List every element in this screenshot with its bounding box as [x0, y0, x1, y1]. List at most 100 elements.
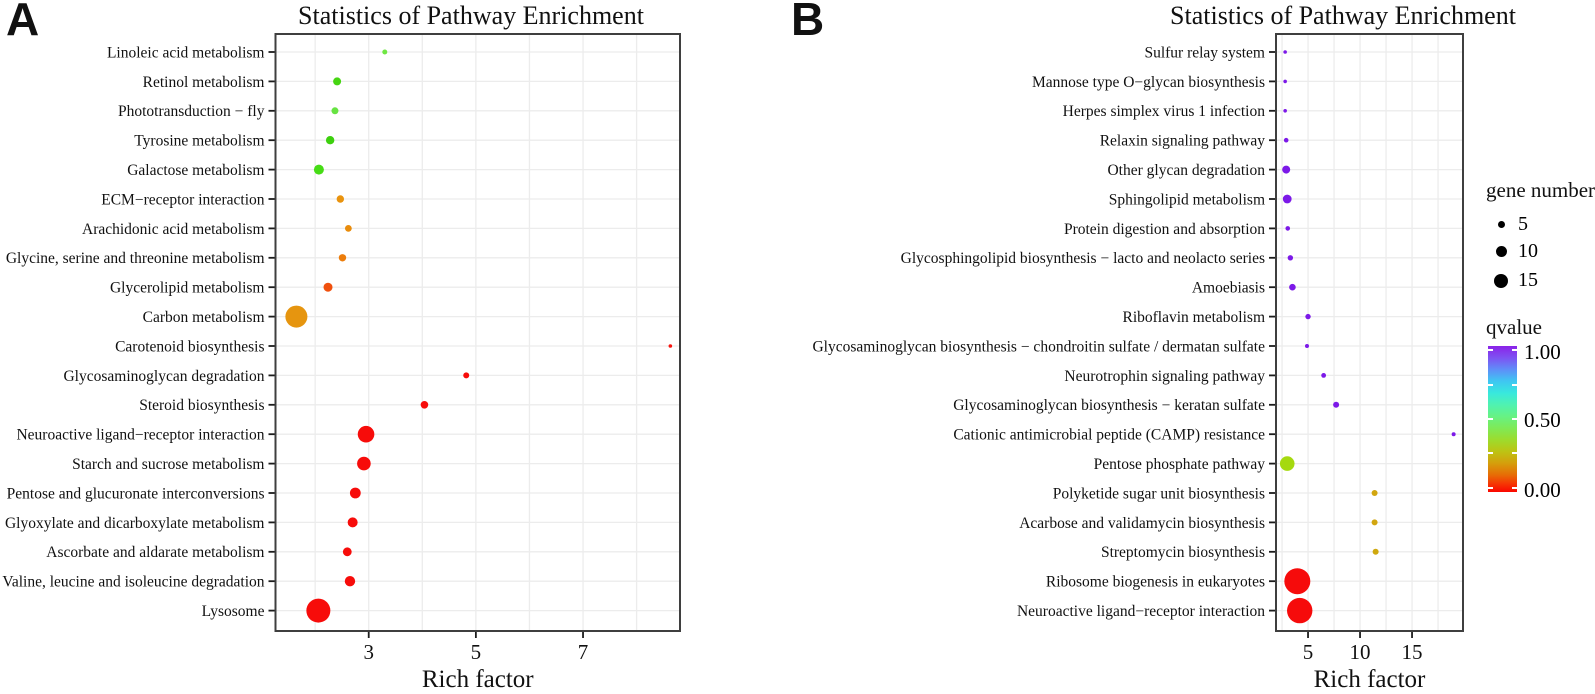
category-label: Steroid biosynthesis: [139, 397, 264, 414]
data-dot: [357, 456, 371, 471]
data-dot: [420, 401, 429, 409]
data-dot: [1279, 456, 1295, 471]
data-dot: [1451, 432, 1456, 437]
data-dot: [382, 49, 388, 55]
data-dot: [325, 136, 335, 145]
category-label: Neurotrophin signaling pathway: [1064, 368, 1265, 385]
gene-number-legend-item: 5: [1490, 213, 1528, 236]
category-label: Mannose type O−glycan biosynthesis: [1032, 74, 1265, 91]
gene-number-legend-value: 15: [1518, 269, 1538, 291]
data-dot: [1282, 194, 1292, 204]
gene-number-legend-title: gene number: [1486, 178, 1595, 202]
x-tick-label: 7: [578, 640, 589, 664]
data-dot: [342, 547, 352, 557]
category-label: ECM−receptor interaction: [101, 191, 264, 208]
category-label: Cationic antimicrobial peptide (CAMP) re…: [953, 427, 1265, 444]
category-label: Protein digestion and absorption: [1064, 221, 1265, 238]
data-dot: [1333, 401, 1340, 408]
data-dot: [1371, 519, 1378, 526]
category-label: Ascorbate and aldarate metabolism: [46, 544, 264, 561]
panel-border: [274, 33, 681, 632]
data-dot: [1305, 313, 1311, 320]
category-label: Herpes simplex virus 1 infection: [1063, 103, 1266, 120]
category-label: Acarbose and validamycin biosynthesis: [1019, 515, 1265, 532]
category-label: Glycosaminoglycan biosynthesis − keratan…: [953, 397, 1265, 414]
category-label: Glycosphingolipid biosynthesis − lacto a…: [901, 250, 1265, 267]
x-tick-label: 5: [471, 640, 482, 664]
qvalue-min-label: 0.00: [1524, 478, 1561, 502]
category-label: Sphingolipid metabolism: [1109, 191, 1265, 208]
data-dot: [1287, 597, 1313, 624]
category-label: Glyoxylate and dicarboxylate metabolism: [5, 515, 265, 532]
category-label: Glycerolipid metabolism: [110, 280, 265, 297]
panel-b-title: Statistics of Pathway Enrichment: [1170, 1, 1516, 30]
category-label: Carotenoid biosynthesis: [115, 338, 264, 355]
category-label: Glycosaminoglycan biosynthesis − chondro…: [812, 338, 1265, 355]
category-label: Streptomycin biosynthesis: [1101, 544, 1265, 561]
category-label: Glycine, serine and threonine metabolism: [6, 250, 265, 267]
data-dot: [1282, 165, 1291, 174]
data-dot: [668, 344, 673, 348]
category-label: Other glycan degradation: [1107, 162, 1265, 179]
data-dot: [1321, 373, 1327, 378]
category-label: Tyrosine metabolism: [134, 133, 264, 150]
category-label: Polyketide sugar unit biosynthesis: [1053, 485, 1265, 502]
panel-border: [1275, 33, 1464, 632]
data-dot: [1371, 490, 1378, 496]
category-label: Pentose phosphate pathway: [1094, 456, 1266, 473]
category-label: Galactose metabolism: [127, 162, 264, 179]
qvalue-legend-title: qvalue: [1486, 315, 1542, 339]
data-dot: [347, 517, 358, 528]
data-dot: [357, 425, 375, 443]
data-dot: [1283, 79, 1287, 84]
x-axis-title: Rich factor: [422, 666, 534, 693]
category-label: Valine, leucine and isoleucine degradati…: [2, 574, 264, 591]
panel-b-label: B: [791, 0, 825, 45]
category-label: Neuroactive ligand−receptor interaction: [16, 427, 264, 444]
data-dot: [323, 282, 333, 292]
plot-area: [1276, 34, 1463, 631]
data-dot: [344, 576, 356, 587]
data-dot: [1284, 568, 1311, 595]
x-tick-label: 10: [1350, 640, 1371, 664]
panel-a-title: Statistics of Pathway Enrichment: [298, 1, 644, 30]
category-label: Sulfur relay system: [1144, 44, 1265, 61]
size-dot-medium: [1495, 246, 1507, 257]
x-tick-label: 15: [1402, 640, 1423, 664]
gene-number-legend-value: 10: [1518, 240, 1538, 262]
category-label: Phototransduction − fly: [118, 103, 265, 120]
plot-area: [275, 34, 680, 631]
size-dot-large: [1494, 273, 1508, 288]
x-axis-title: Rich factor: [1314, 666, 1426, 693]
category-label: Glycosaminoglycan degradation: [63, 368, 264, 385]
legend: gene number 5 10 15 qvalue 1.00 0.50 0.0…: [1480, 170, 1595, 510]
category-label: Pentose and glucuronate interconversions: [7, 485, 265, 502]
x-tick-label: 5: [1303, 640, 1314, 664]
qvalue-max-label: 1.00: [1524, 340, 1561, 364]
gene-number-legend-value: 5: [1518, 213, 1528, 235]
category-label: Amoebiasis: [1192, 280, 1265, 297]
data-dot: [344, 225, 352, 232]
category-label: Arachidonic acid metabolism: [82, 221, 265, 238]
data-dot: [1304, 344, 1309, 348]
data-dot: [349, 487, 361, 499]
gene-number-legend-item: 10: [1490, 240, 1538, 263]
category-label: Ribosome biogenesis in eukaryotes: [1046, 574, 1265, 591]
data-dot: [1285, 226, 1291, 231]
category-label: Riboflavin metabolism: [1123, 309, 1266, 326]
qvalue-colorbar: [1488, 346, 1517, 492]
category-label: Linoleic acid metabolism: [107, 44, 265, 61]
category-label: Starch and sucrose metabolism: [72, 456, 264, 473]
data-dot: [338, 254, 347, 262]
data-dot: [313, 164, 324, 175]
category-label: Neuroactive ligand−receptor interaction: [1017, 603, 1265, 620]
category-label: Relaxin signaling pathway: [1100, 133, 1266, 150]
data-dot: [336, 195, 345, 203]
data-dot: [1283, 109, 1287, 113]
data-dot: [1283, 137, 1289, 143]
size-dot-small: [1497, 221, 1505, 228]
data-dot: [1289, 283, 1296, 291]
qvalue-mid-label: 0.50: [1524, 408, 1561, 432]
